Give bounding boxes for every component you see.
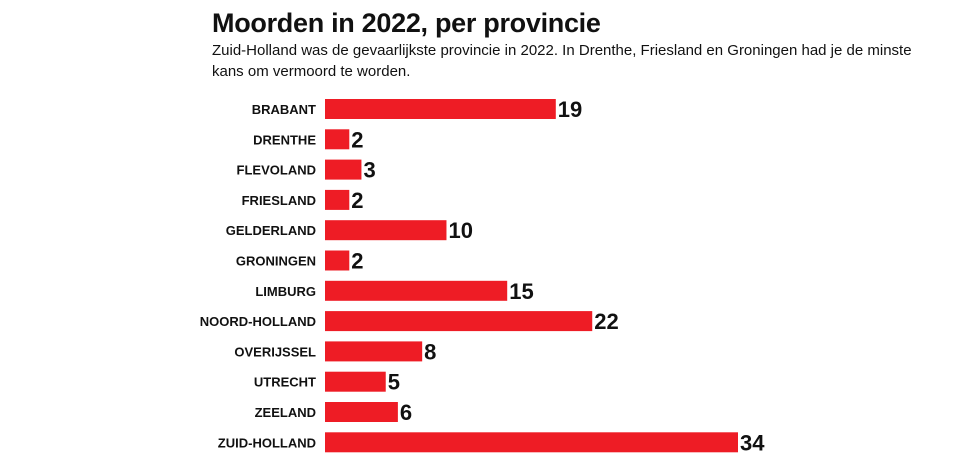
value-label-limburg: 15	[509, 279, 533, 304]
value-label-overijssel: 8	[424, 339, 436, 364]
chart-subtitle: Zuid-Holland was de gevaarlijkste provin…	[212, 42, 912, 80]
bar-noord-holland	[325, 311, 593, 332]
category-label-overijssel: OVERIJSSEL	[234, 344, 316, 359]
category-label-flevoland: FLEVOLAND	[237, 163, 316, 178]
bar-groningen	[325, 250, 350, 271]
value-label-gelderland: 10	[448, 218, 472, 243]
chart-header: Moorden in 2022, per provincie Zuid-Holl…	[212, 6, 912, 82]
value-label-noord-holland: 22	[594, 309, 618, 334]
bar-friesland	[325, 189, 350, 210]
value-label-zeeland: 6	[400, 400, 412, 425]
bar-flevoland	[325, 159, 362, 180]
bar-utrecht	[325, 371, 386, 392]
bar-gelderland	[325, 220, 447, 241]
value-label-groningen: 2	[351, 249, 363, 274]
category-label-drenthe: DRENTHE	[253, 132, 316, 147]
category-label-gelderland: GELDERLAND	[226, 223, 316, 238]
category-label-friesland: FRIESLAND	[242, 193, 316, 208]
value-label-flevoland: 3	[363, 158, 375, 183]
value-label-utrecht: 5	[388, 370, 400, 395]
category-label-groningen: GRONINGEN	[236, 254, 316, 269]
bar-limburg	[325, 280, 508, 301]
bar-overijssel	[325, 341, 423, 362]
value-label-brabant: 19	[558, 97, 582, 122]
category-label-utrecht: UTRECHT	[254, 375, 316, 390]
bar-zuid-holland	[325, 432, 738, 453]
category-label-zuid-holland: ZUID-HOLLAND	[218, 435, 316, 450]
bar-zeeland	[325, 402, 398, 422]
category-label-noord-holland: NOORD-HOLLAND	[200, 314, 316, 329]
category-label-brabant: BRABANT	[252, 102, 316, 117]
bar-brabant	[325, 99, 556, 119]
bar-drenthe	[325, 129, 350, 150]
value-label-zuid-holland: 34	[740, 430, 765, 455]
value-label-drenthe: 2	[351, 127, 363, 152]
chart-title: Moorden in 2022, per provincie	[212, 8, 601, 38]
category-label-limburg: LIMBURG	[255, 284, 316, 299]
category-label-zeeland: ZEELAND	[255, 405, 316, 420]
value-label-friesland: 2	[351, 188, 363, 213]
